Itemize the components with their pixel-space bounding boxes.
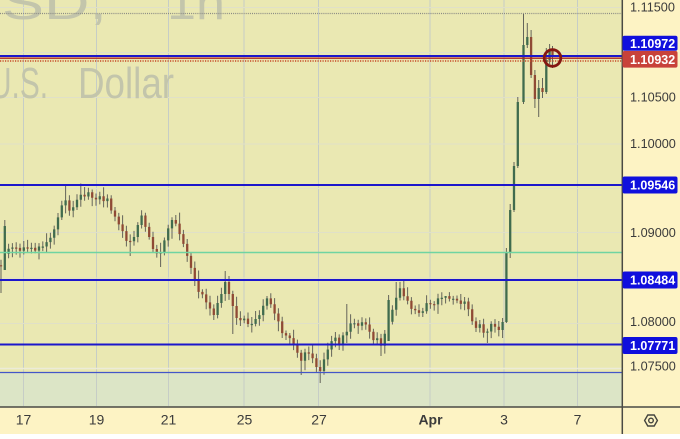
svg-text:Dollar: Dollar — [78, 59, 174, 108]
svg-text:1.10932: 1.10932 — [630, 53, 675, 67]
svg-text:SD,: SD, — [2, 0, 107, 29]
svg-text:1.10500: 1.10500 — [630, 91, 676, 105]
svg-text:21: 21 — [161, 412, 177, 428]
svg-text:1.10000: 1.10000 — [630, 137, 676, 151]
svg-text:19: 19 — [89, 412, 105, 428]
svg-text:Apr: Apr — [418, 412, 443, 428]
svg-text:U.S.: U.S. — [0, 59, 48, 108]
svg-text:1.11500: 1.11500 — [630, 1, 675, 15]
svg-text:1.09000: 1.09000 — [630, 226, 676, 240]
svg-text:17: 17 — [16, 412, 32, 428]
svg-text:25: 25 — [237, 412, 253, 428]
svg-text:1.09546: 1.09546 — [630, 178, 675, 192]
svg-text:27: 27 — [311, 412, 327, 428]
svg-text:7: 7 — [574, 412, 582, 428]
svg-text:1.07500: 1.07500 — [630, 359, 676, 373]
svg-text:3: 3 — [500, 412, 508, 428]
svg-text:1h: 1h — [167, 0, 225, 29]
svg-text:1.08000: 1.08000 — [630, 315, 676, 329]
svg-text:1.08484: 1.08484 — [630, 273, 675, 287]
svg-text:1.10972: 1.10972 — [630, 37, 675, 51]
svg-text:1.07771: 1.07771 — [630, 339, 675, 353]
